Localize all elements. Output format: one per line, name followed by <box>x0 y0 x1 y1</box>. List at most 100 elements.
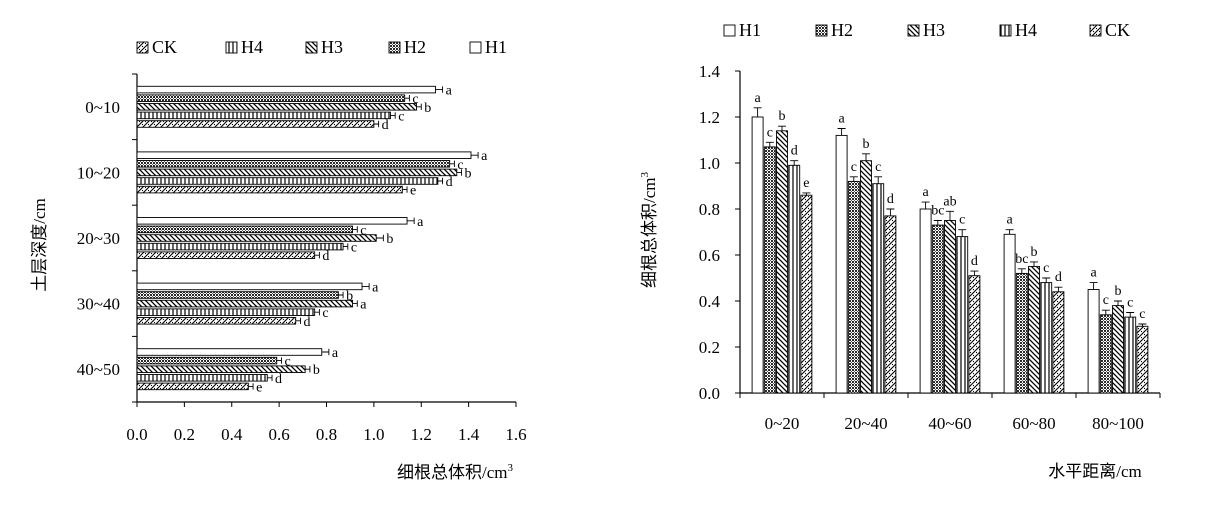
right-sig-label: c <box>767 125 773 140</box>
right-y-axis-title: 细根总体积/cm3 <box>639 172 659 289</box>
left-legend: CK H4 H3 H2 H1 <box>136 37 507 57</box>
left-sig-label: b <box>386 232 393 247</box>
left-x-tick-label: 0.0 <box>126 425 147 444</box>
left-error-bar <box>314 309 320 316</box>
right-bar-ck <box>1136 325 1149 394</box>
left-error-bar <box>470 152 479 159</box>
right-bar-h3 <box>1028 266 1040 394</box>
left-sig-label: b <box>424 101 431 116</box>
left-bar-ck <box>136 382 249 391</box>
right-bar-h1 <box>1087 289 1100 394</box>
right-y-tick-label: 1.0 <box>699 154 720 173</box>
left-error-bar <box>449 160 455 167</box>
left-sig-label: e <box>410 184 416 199</box>
left-x-tick-label: 1.0 <box>363 425 384 444</box>
left-error-bar <box>321 348 330 356</box>
right-chart: H1 H2 H3 H4 CK 0.0 0.2 0.4 0.6 0.8 1.0 1.2 1.4 0… <box>639 20 1161 481</box>
left-sig-label: c <box>398 109 404 124</box>
left-chart: CK H4 H3 H2 H1 0.0 0.2 0.4 0.6 0.8 1.0 1.2 1.4 1… <box>30 37 527 482</box>
right-category-label: 60~80 <box>1012 414 1055 433</box>
left-error-bar <box>437 177 444 185</box>
right-legend-label-ck: CK <box>1105 20 1130 40</box>
left-legend-item-h3: H3 <box>305 37 343 57</box>
left-sig-label: c <box>360 223 366 238</box>
left-legend-swatch-h3 <box>305 41 318 54</box>
right-bar-h2 <box>1015 272 1028 394</box>
right-y-tick-label: 0.8 <box>699 200 720 219</box>
left-legend-item-h2: H2 <box>388 37 426 57</box>
left-bar-h1 <box>136 282 363 291</box>
left-bar-ck <box>136 185 403 194</box>
right-error-bar <box>886 208 895 216</box>
right-sig-label: d <box>791 144 798 159</box>
left-y-axis-title: 土层深度/cm <box>30 198 49 292</box>
left-bar-h1 <box>136 348 323 356</box>
left-error-bar <box>338 291 344 299</box>
right-bar-h2 <box>931 224 944 394</box>
left-sig-label: d <box>275 372 282 387</box>
right-error-bar <box>765 141 774 147</box>
right-bar-h4 <box>872 183 885 394</box>
left-error-bar <box>376 234 384 242</box>
right-bar-h1 <box>1003 233 1016 394</box>
left-sig-label: c <box>351 241 357 256</box>
left-error-bar <box>404 95 410 102</box>
left-sig-label: b <box>465 166 472 181</box>
right-error-bar <box>790 160 799 166</box>
right-sig-label: c <box>875 160 881 175</box>
left-legend-swatch-h2 <box>388 41 401 54</box>
left-plot-area: 0.0 0.2 0.4 0.6 0.8 1.0 1.2 1.4 1.60~10acbcd10~2… <box>77 73 527 444</box>
right-error-bar <box>1017 268 1026 274</box>
right-category-label: 20~40 <box>844 414 887 433</box>
right-sig-label: c <box>1043 261 1049 276</box>
left-sig-label: d <box>322 249 329 264</box>
left-sig-label: c <box>457 158 463 173</box>
right-error-bar <box>1054 286 1063 292</box>
right-bar-h2 <box>847 180 860 394</box>
right-legend-label-h1: H1 <box>739 20 761 40</box>
left-error-bar <box>276 357 282 364</box>
right-y-axis-title-sup: 3 <box>639 172 651 178</box>
right-sig-label: c <box>1103 293 1109 308</box>
left-legend-label-h2: H2 <box>404 37 426 57</box>
right-category-label: 80~100 <box>1092 414 1144 433</box>
left-sig-label: a <box>360 298 367 313</box>
right-y-axis-title-text: 细根总体积/cm <box>640 178 659 289</box>
left-x-axis-title-sup: 3 <box>508 462 514 474</box>
right-bar-h1 <box>919 208 932 394</box>
right-y-tick-label: 0.2 <box>699 338 720 357</box>
right-legend: H1 H2 H3 H4 CK <box>723 20 1130 40</box>
right-sig-label: e <box>803 176 809 191</box>
right-sig-label: b <box>1031 245 1038 260</box>
right-error-bar <box>837 128 846 136</box>
right-sig-label: a <box>922 185 929 200</box>
right-bar-h3 <box>776 130 788 394</box>
right-error-bar <box>1101 309 1110 315</box>
right-y-tick-label: 0.4 <box>699 292 721 311</box>
left-category-label: 30~40 <box>77 295 120 314</box>
left-category-label: 0~10 <box>85 98 120 117</box>
left-legend-label-h3: H3 <box>321 37 343 57</box>
right-bar-ck <box>1052 291 1065 394</box>
right-sig-label: d <box>971 254 978 269</box>
left-sig-label: c <box>322 306 328 321</box>
right-y-tick-label: 1.2 <box>699 108 720 127</box>
right-legend-item-h2: H2 <box>815 20 853 40</box>
left-bar-h3 <box>136 103 417 111</box>
left-legend-item-h1: H1 <box>469 37 507 57</box>
left-category-label: 10~20 <box>77 163 120 182</box>
right-y-tick-label: 0.6 <box>699 246 720 265</box>
left-sig-label: a <box>332 346 339 361</box>
right-error-bar <box>802 192 811 196</box>
left-sig-label: d <box>382 118 389 133</box>
right-error-bar <box>1126 312 1135 318</box>
right-bar-h1 <box>751 116 764 394</box>
left-sig-label: c <box>412 92 418 107</box>
right-legend-swatch-ck <box>1089 24 1102 37</box>
right-legend-label-h4: H4 <box>1015 20 1037 40</box>
left-category-label: 20~30 <box>77 229 120 248</box>
left-sig-label: a <box>481 149 488 164</box>
right-error-bar <box>874 176 883 184</box>
left-bar-h4 <box>136 308 316 316</box>
